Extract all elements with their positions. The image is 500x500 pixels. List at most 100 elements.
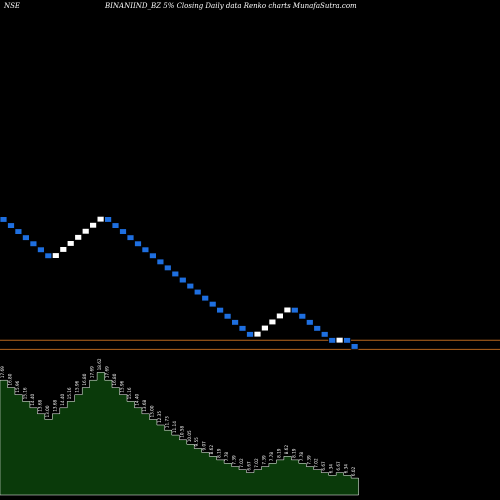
- up-brick: [268, 318, 277, 326]
- symbol-label: BINANIIND_BZ: [105, 2, 161, 10]
- price-label: 16.80: [8, 373, 13, 385]
- price-label: 7.78: [299, 452, 304, 462]
- down-brick: [343, 337, 352, 344]
- close-area: [0, 372, 359, 496]
- price-label: 6.67: [321, 461, 326, 471]
- down-brick: [223, 312, 232, 320]
- down-brick: [111, 222, 120, 229]
- price-label: 8.19: [276, 448, 281, 458]
- price-label: 7.02: [314, 458, 319, 468]
- up-brick: [275, 312, 284, 320]
- price-label: 14.40: [135, 393, 140, 405]
- price-label: 13.68: [52, 399, 57, 411]
- down-brick: [104, 216, 112, 223]
- up-brick: [51, 252, 60, 259]
- up-brick: [59, 246, 68, 253]
- brick-layer: [0, 215, 359, 350]
- price-label: 7.39: [306, 455, 311, 465]
- down-brick: [0, 216, 8, 223]
- price-label: 15.16: [127, 387, 132, 399]
- up-brick: [96, 215, 105, 223]
- down-brick: [328, 337, 337, 344]
- price-label: 14.40: [60, 393, 65, 405]
- up-brick: [253, 330, 262, 338]
- down-brick: [126, 234, 135, 241]
- brick-size-label: 5%: [163, 2, 175, 10]
- down-brick: [37, 246, 45, 253]
- price-label: 6.34: [344, 464, 349, 474]
- up-brick: [260, 324, 269, 332]
- price-label: 7.39: [261, 455, 266, 465]
- up-brick: [89, 221, 97, 229]
- down-brick: [148, 252, 157, 259]
- price-label: 11.73: [164, 416, 169, 428]
- down-brick: [305, 319, 314, 326]
- price-label: 15.96: [120, 380, 125, 392]
- price-label: 8.62: [284, 445, 289, 455]
- price-label: 13.00: [149, 405, 154, 417]
- down-brick: [320, 331, 329, 338]
- price-label: 7.02: [254, 458, 259, 468]
- price-label: 17.69: [90, 366, 95, 378]
- price-label: 13.68: [142, 399, 147, 411]
- price-label: 17.69: [0, 366, 5, 378]
- exchange-label: NSE: [4, 2, 21, 10]
- price-label: 6.02: [351, 466, 356, 476]
- price-label: 11.14: [172, 421, 177, 433]
- down-brick: [29, 240, 38, 247]
- price-label: 8.19: [291, 448, 296, 458]
- up-brick: [335, 336, 344, 344]
- down-brick: [313, 325, 322, 332]
- up-brick: [66, 240, 75, 247]
- price-label: 15.96: [15, 380, 20, 392]
- price-label: 15.96: [75, 380, 80, 392]
- down-brick: [201, 294, 210, 302]
- price-label: 14.40: [30, 393, 35, 405]
- price-label: 7.78: [269, 452, 274, 462]
- down-brick: [350, 343, 359, 350]
- price-label: 17.69: [105, 366, 110, 378]
- down-brick: [14, 228, 23, 235]
- price-label: 8.62: [209, 445, 214, 455]
- price-label: 6.67: [247, 461, 252, 471]
- down-brick: [141, 246, 150, 253]
- price-label: 9.07: [202, 441, 207, 451]
- down-brick: [163, 264, 172, 272]
- down-brick: [290, 306, 299, 314]
- up-brick: [74, 234, 83, 241]
- chart-title: BINANIIND_BZ 5% Closing Daily data Renko…: [105, 2, 357, 14]
- price-label: 16.80: [112, 373, 117, 385]
- price-label: 9.55: [194, 437, 199, 447]
- down-brick: [171, 270, 180, 278]
- price-label: 10.58: [179, 425, 184, 437]
- down-brick: [44, 252, 53, 259]
- price-label: 18.62: [97, 358, 102, 370]
- down-brick: [156, 258, 165, 266]
- price-label: 7.39: [232, 455, 237, 465]
- chart-description: Closing Daily data Renko charts MunafaSu…: [176, 2, 357, 10]
- down-brick: [216, 306, 225, 314]
- down-brick: [298, 312, 307, 320]
- down-brick: [193, 288, 202, 296]
- price-label: 7.02: [239, 458, 244, 468]
- price-label: 7.78: [224, 452, 229, 462]
- price-label: 13.68: [37, 399, 42, 411]
- down-brick: [178, 276, 187, 284]
- price-label: 13.00: [45, 405, 50, 417]
- price-label: 6.67: [336, 461, 341, 471]
- down-brick: [186, 282, 195, 290]
- up-brick: [81, 227, 90, 235]
- down-brick: [231, 319, 240, 326]
- price-label: 6.34: [329, 464, 334, 474]
- reference-level-layer: [0, 339, 500, 350]
- down-brick: [208, 300, 217, 308]
- down-brick: [246, 331, 254, 338]
- price-label: 10.05: [187, 430, 192, 442]
- price-label: 15.16: [22, 387, 27, 399]
- volume-area-layer: [0, 372, 359, 496]
- price-label: 12.35: [157, 411, 162, 423]
- price-label: 16.80: [82, 373, 87, 385]
- down-brick: [7, 222, 15, 229]
